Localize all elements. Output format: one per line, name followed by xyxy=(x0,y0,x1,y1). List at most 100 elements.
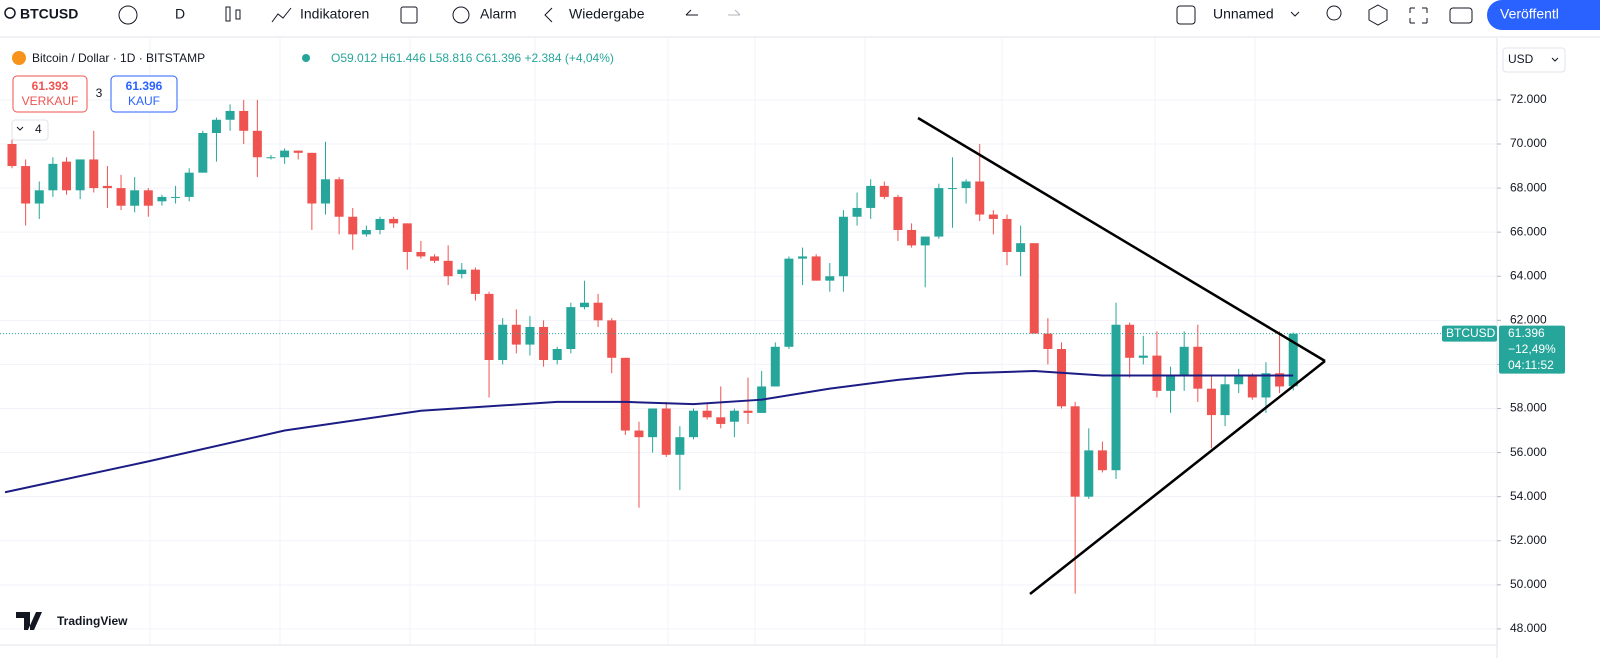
undo[interactable] xyxy=(685,9,698,16)
currency-select[interactable] xyxy=(1502,47,1566,73)
candle-body xyxy=(947,188,957,190)
candle-body xyxy=(157,196,167,202)
candle-body xyxy=(211,119,221,133)
publish-button[interactable] xyxy=(1487,0,1600,30)
candle-body xyxy=(975,181,985,215)
alert[interactable]: Alarm xyxy=(480,6,517,22)
candle-body xyxy=(225,110,235,120)
market-status xyxy=(302,54,310,62)
sell-button[interactable] xyxy=(12,75,88,113)
candle-body xyxy=(907,229,917,246)
settings[interactable] xyxy=(1368,4,1388,26)
candle-body xyxy=(307,152,317,204)
candle-body xyxy=(743,410,753,413)
candle-body xyxy=(1138,355,1148,358)
countdown: 04:11:52 xyxy=(1508,358,1554,372)
candle-body xyxy=(593,302,603,321)
y-tick-label: 52.000 xyxy=(1510,533,1547,547)
y-tick-label: 48.000 xyxy=(1510,621,1547,635)
candle-body xyxy=(389,218,399,224)
trendline-upper[interactable] xyxy=(917,116,1326,363)
candle-body xyxy=(252,130,262,158)
candle-body xyxy=(825,276,835,281)
redo[interactable] xyxy=(728,9,741,16)
toolbar xyxy=(0,0,1600,32)
legend-ohlc: O59.012 H61.446 L58.816 C61.396 +2.384 (… xyxy=(331,51,614,65)
layout-icon xyxy=(1176,5,1196,25)
brand-logo xyxy=(16,612,42,630)
indicator-toggle[interactable] xyxy=(11,119,49,141)
change: −12,49% xyxy=(1508,342,1556,356)
candle-body xyxy=(579,302,589,308)
snapshot[interactable] xyxy=(1449,7,1473,24)
candle-body xyxy=(1043,333,1053,349)
candle-body xyxy=(1234,375,1244,385)
candle-body xyxy=(934,188,944,237)
symbol[interactable]: BTCUSD xyxy=(20,6,78,22)
y-tick-label: 64.000 xyxy=(1510,268,1547,282)
publish[interactable]: Veröffentl xyxy=(1500,6,1559,22)
indicator-toggle-icon xyxy=(16,126,24,131)
candle-body xyxy=(266,157,276,159)
candle-body xyxy=(893,196,903,230)
candle-body xyxy=(102,185,112,189)
price-tag xyxy=(1499,325,1565,374)
candle-body xyxy=(1057,348,1067,407)
interval[interactable]: D xyxy=(175,6,185,22)
sell-label[interactable]: VERKAUF xyxy=(22,94,79,108)
buy-label[interactable]: KAUF xyxy=(128,94,160,108)
indicator-count[interactable]: 4 xyxy=(35,122,42,136)
candle-body xyxy=(1111,324,1121,471)
candle-body xyxy=(348,216,358,235)
candle-body xyxy=(1029,243,1039,334)
candle-body xyxy=(143,190,153,206)
y-tick-label: 50.000 xyxy=(1510,577,1547,591)
candle-body xyxy=(648,408,658,438)
candle-body xyxy=(498,324,508,361)
candle-body xyxy=(675,437,685,455)
candle-body xyxy=(1084,450,1094,497)
y-tick-label: 58.000 xyxy=(1510,401,1547,415)
replay[interactable]: Wiedergabe xyxy=(569,6,645,22)
trendline-lower[interactable] xyxy=(1029,360,1326,595)
candle-body xyxy=(1179,346,1189,376)
buy-button[interactable] xyxy=(110,75,178,113)
candle-body xyxy=(402,223,412,253)
add-symbol[interactable] xyxy=(118,5,138,25)
candle-body xyxy=(920,236,930,246)
sell-price[interactable]: 61.393 xyxy=(32,79,69,93)
candle-body xyxy=(361,229,371,235)
candle-body xyxy=(1220,384,1230,416)
fullscreen[interactable] xyxy=(1409,7,1428,24)
candle-body xyxy=(1016,243,1026,253)
currency[interactable]: USD xyxy=(1508,52,1534,66)
y-tick-label: 62.000 xyxy=(1510,313,1547,327)
quick-search[interactable] xyxy=(1326,5,1342,21)
candle-body xyxy=(607,320,617,358)
candle-body xyxy=(430,256,440,261)
candle-body xyxy=(62,161,72,191)
candle-body xyxy=(525,326,535,345)
layout-menu[interactable] xyxy=(1290,11,1300,17)
candle-body xyxy=(443,260,453,277)
currency-menu xyxy=(1551,57,1559,62)
layout-name[interactable]: Unnamed xyxy=(1213,6,1274,22)
candle-body xyxy=(21,166,31,204)
candle-body xyxy=(1166,375,1176,391)
candle-body xyxy=(689,410,698,438)
indicators[interactable]: Indikatoren xyxy=(300,6,369,22)
candle-body xyxy=(416,252,426,257)
candle-body xyxy=(784,258,794,347)
buy-price[interactable]: 61.396 xyxy=(126,79,163,93)
candle-body xyxy=(620,357,630,431)
candle-body xyxy=(838,216,848,277)
candle-body xyxy=(988,214,998,219)
templates[interactable] xyxy=(400,6,418,24)
chart-type[interactable] xyxy=(225,6,231,22)
y-tick-label: 56.000 xyxy=(1510,445,1547,459)
moving-average xyxy=(4,370,1294,494)
candle-body xyxy=(1002,218,1012,253)
candle-body xyxy=(375,218,385,230)
search-icon[interactable] xyxy=(4,7,16,19)
spread: 3 xyxy=(96,86,103,100)
